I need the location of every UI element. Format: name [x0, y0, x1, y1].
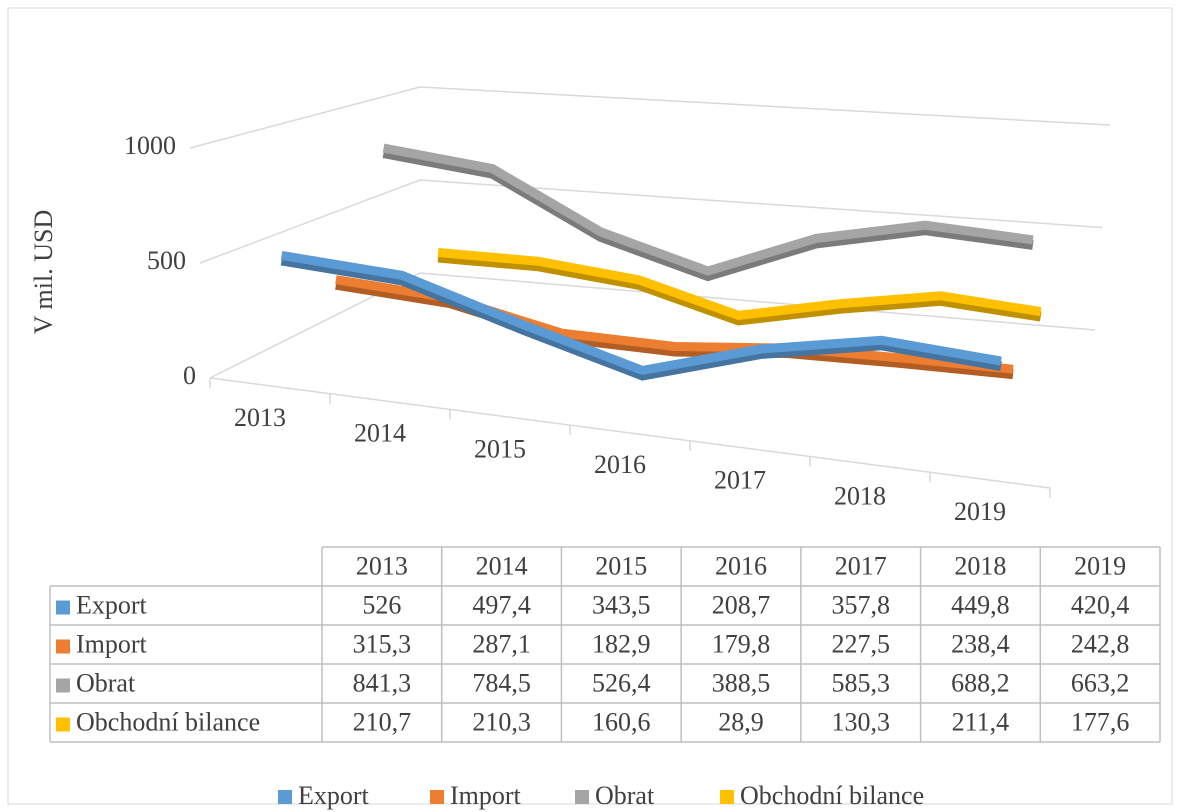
table-cell: 227,5 [831, 629, 890, 658]
table-header: 2019 [1074, 551, 1126, 580]
table-cell: 841,3 [353, 668, 412, 697]
table-cell: 179,8 [712, 629, 771, 658]
legend-key [430, 790, 444, 804]
table-cell: 784,5 [472, 668, 531, 697]
table-header: 2017 [835, 551, 887, 580]
table-cell: 238,4 [951, 629, 1010, 658]
table-cell: 28,9 [718, 707, 764, 736]
legend-label: Obrat [595, 781, 655, 810]
table-cell: 388,5 [712, 668, 771, 697]
chart-border [7, 7, 1173, 805]
series-line [437, 248, 1042, 320]
table-header: 2013 [356, 551, 408, 580]
x-tick-label: 2016 [594, 450, 646, 479]
table-cell: 130,3 [831, 707, 890, 736]
y-axis-label: V mil. USD [29, 210, 58, 335]
series-line [382, 143, 1034, 276]
table-header: 2015 [595, 551, 647, 580]
table-cell: 211,4 [952, 707, 1010, 736]
table-cell: 210,3 [472, 707, 531, 736]
table-cell: 182,9 [592, 629, 651, 658]
series-line-side [280, 255, 1002, 381]
table-header: 2016 [715, 551, 767, 580]
x-tick-label: 2018 [834, 481, 886, 510]
table-cell: 242,8 [1071, 629, 1130, 658]
legend-label: Export [298, 781, 370, 810]
table-cell: 287,1 [472, 629, 531, 658]
series-line-side [437, 252, 1042, 326]
table-cell: 497,4 [472, 590, 531, 619]
table-cell: 208,7 [712, 590, 771, 619]
table-cell: 357,8 [831, 590, 890, 619]
table-cell: 210,7 [353, 707, 412, 736]
table-cell: 449,8 [951, 590, 1010, 619]
x-axis-line [209, 377, 1051, 489]
table-header: 2014 [476, 551, 528, 580]
series-line-shade [437, 252, 1042, 326]
legend-key [720, 790, 734, 804]
x-tick-label: 2017 [714, 466, 766, 495]
x-tick-label: 2014 [354, 419, 406, 448]
series-line [280, 251, 1002, 376]
table-cell: 663,2 [1071, 668, 1130, 697]
legend-key [278, 790, 292, 804]
table-legend-key [56, 717, 70, 732]
table-cell: 526,4 [592, 668, 651, 697]
grid-line [199, 179, 1103, 264]
y-tick-label: 500 [147, 246, 186, 275]
legend-label: Obchodní bilance [740, 781, 924, 810]
grid-line [189, 86, 1111, 149]
table-cell: 177,6 [1071, 707, 1130, 736]
table-cell: 526 [362, 590, 401, 619]
table-cell: 420,4 [1071, 590, 1130, 619]
table-cell: 343,5 [592, 590, 651, 619]
y-tick-label: 0 [183, 361, 196, 390]
legend-label: Import [450, 781, 522, 810]
table-cell: 585,3 [831, 668, 890, 697]
table-legend-key [56, 678, 70, 693]
table-series-name: Obchodní bilance [76, 707, 260, 736]
table-series-name: Export [76, 590, 148, 619]
table-cell: 315,3 [353, 629, 412, 658]
table-header: 2018 [954, 551, 1006, 580]
x-tick-label: 2015 [474, 434, 526, 463]
table-series-name: Import [76, 629, 148, 658]
table-cell: 688,2 [951, 668, 1010, 697]
legend-key [575, 790, 589, 804]
table-cell: 160,6 [592, 707, 651, 736]
series-line-shade [280, 255, 1002, 381]
table-legend-key [56, 639, 70, 654]
table-series-name: Obrat [76, 668, 136, 697]
table-legend-key [56, 600, 70, 615]
y-tick-label: 1000 [124, 131, 176, 160]
x-tick-label: 2013 [234, 403, 286, 432]
x-tick-label: 2019 [954, 497, 1006, 526]
